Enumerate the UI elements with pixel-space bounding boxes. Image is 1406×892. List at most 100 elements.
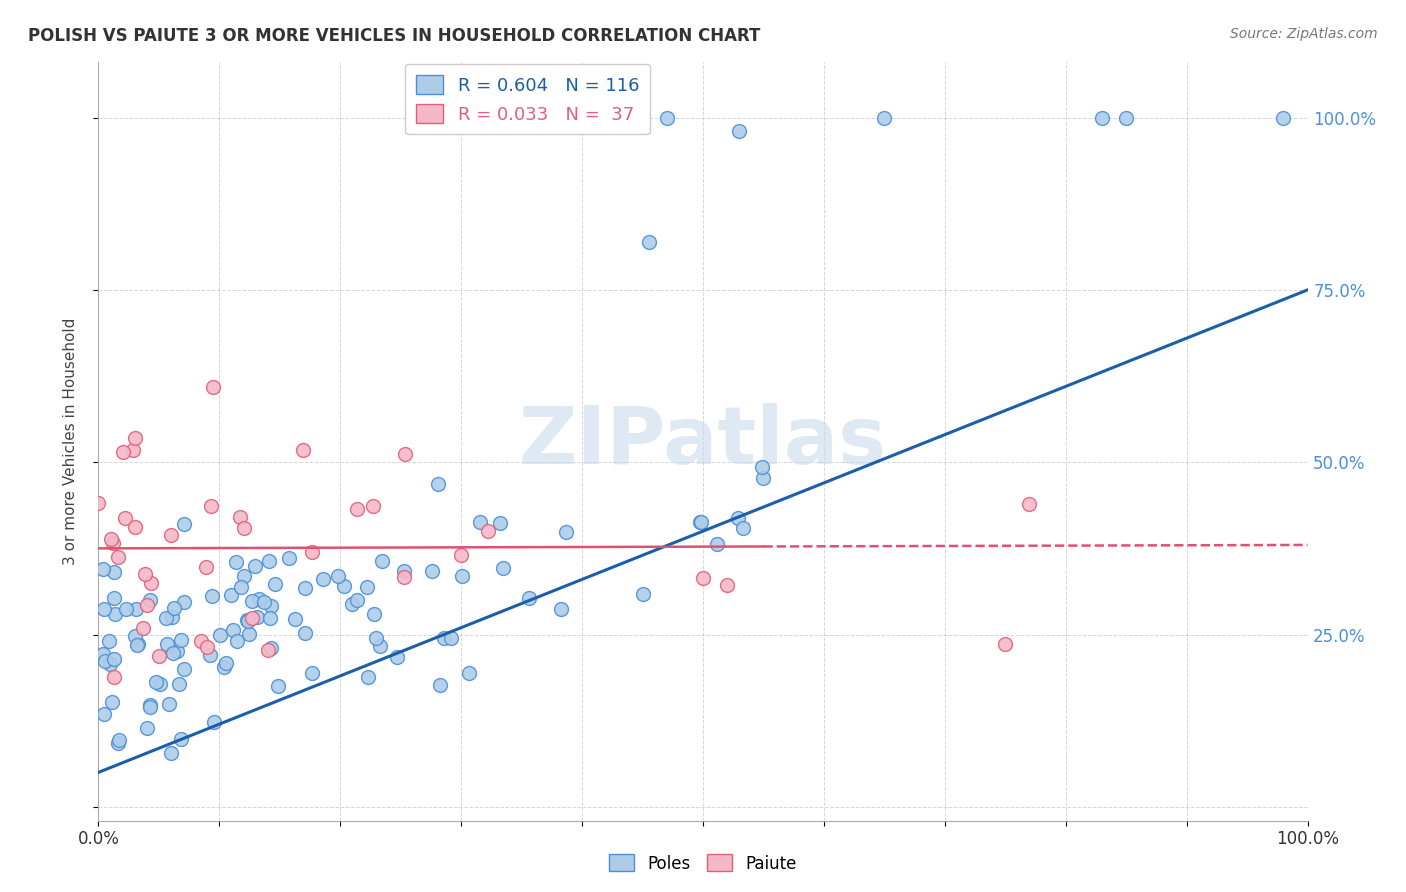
- Point: [256, 643, 278, 657]
- Point: [361, 499, 384, 513]
- Text: POLISH VS PAIUTE 3 OR MORE VEHICLES IN HOUSEHOLD CORRELATION CHART: POLISH VS PAIUTE 3 OR MORE VEHICLES IN H…: [28, 27, 761, 45]
- Point: [633, 587, 655, 601]
- Point: [201, 590, 224, 604]
- Point: [267, 679, 290, 693]
- Point: [247, 592, 270, 607]
- Point: [173, 517, 195, 532]
- Point: [169, 677, 191, 691]
- Point: [333, 578, 356, 592]
- Point: [468, 515, 491, 529]
- Point: [96, 826, 118, 840]
- Point: [259, 610, 281, 624]
- Point: [637, 235, 659, 249]
- Point: [458, 665, 481, 680]
- Point: [166, 644, 188, 658]
- Point: [340, 597, 363, 611]
- Point: [259, 640, 281, 655]
- Point: [108, 732, 131, 747]
- Point: [233, 569, 256, 583]
- Text: Source: ZipAtlas.com: Source: ZipAtlas.com: [1230, 27, 1378, 41]
- Point: [125, 602, 148, 616]
- Point: [148, 649, 170, 664]
- Point: [346, 501, 368, 516]
- Point: [159, 747, 181, 761]
- Point: [115, 602, 138, 616]
- Point: [122, 442, 145, 457]
- Point: [157, 697, 180, 711]
- Point: [222, 623, 245, 637]
- Point: [114, 510, 136, 524]
- Point: [291, 442, 314, 457]
- Point: [162, 646, 184, 660]
- Point: [356, 580, 378, 594]
- Point: [160, 610, 183, 624]
- Point: [170, 633, 193, 648]
- Point: [492, 561, 515, 575]
- Point: [228, 510, 250, 524]
- Point: [124, 519, 146, 533]
- Point: [260, 599, 283, 613]
- Point: [200, 500, 222, 514]
- Point: [751, 460, 773, 475]
- Point: [225, 555, 247, 569]
- Point: [103, 652, 125, 666]
- Point: [87, 495, 110, 509]
- Point: [145, 674, 167, 689]
- Point: [1018, 497, 1040, 511]
- Point: [477, 524, 499, 539]
- Point: [426, 477, 449, 491]
- Point: [98, 657, 121, 672]
- Point: [111, 444, 134, 458]
- Point: [301, 666, 323, 681]
- Point: [231, 581, 253, 595]
- Point: [198, 648, 221, 663]
- Point: [1115, 111, 1137, 125]
- Text: ZIPatlas: ZIPatlas: [519, 402, 887, 481]
- Point: [873, 111, 896, 125]
- Point: [155, 611, 177, 625]
- Point: [194, 560, 217, 574]
- Point: [195, 640, 218, 655]
- Point: [139, 698, 162, 712]
- Point: [554, 524, 576, 539]
- Point: [387, 650, 409, 665]
- Point: [733, 521, 755, 535]
- Point: [139, 700, 162, 714]
- Point: [104, 607, 127, 622]
- Legend: Poles, Paiute: Poles, Paiute: [602, 847, 804, 880]
- Point: [208, 628, 231, 642]
- Point: [225, 634, 247, 648]
- Point: [240, 594, 263, 608]
- Point: [246, 610, 269, 624]
- Point: [363, 607, 385, 621]
- Point: [692, 571, 714, 585]
- Point: [517, 591, 540, 605]
- Point: [156, 637, 179, 651]
- Point: [160, 528, 183, 542]
- Point: [394, 447, 416, 461]
- Point: [1091, 111, 1114, 125]
- Point: [134, 566, 156, 581]
- Point: [364, 631, 387, 645]
- Point: [173, 662, 195, 676]
- Legend: R = 0.604   N = 116, R = 0.033   N =  37: R = 0.604 N = 116, R = 0.033 N = 37: [405, 64, 650, 135]
- Point: [243, 558, 266, 573]
- Point: [91, 647, 114, 661]
- Point: [728, 124, 751, 138]
- Point: [173, 595, 195, 609]
- Point: [994, 637, 1017, 651]
- Point: [429, 677, 451, 691]
- Point: [107, 549, 129, 564]
- Point: [163, 600, 186, 615]
- Point: [101, 695, 124, 709]
- Point: [727, 511, 749, 525]
- Point: [690, 515, 713, 529]
- Point: [202, 715, 225, 730]
- Point: [93, 706, 115, 721]
- Point: [450, 569, 472, 583]
- Point: [1272, 111, 1295, 125]
- Point: [752, 471, 775, 485]
- Point: [312, 572, 335, 586]
- Point: [215, 656, 238, 670]
- Point: [169, 732, 191, 747]
